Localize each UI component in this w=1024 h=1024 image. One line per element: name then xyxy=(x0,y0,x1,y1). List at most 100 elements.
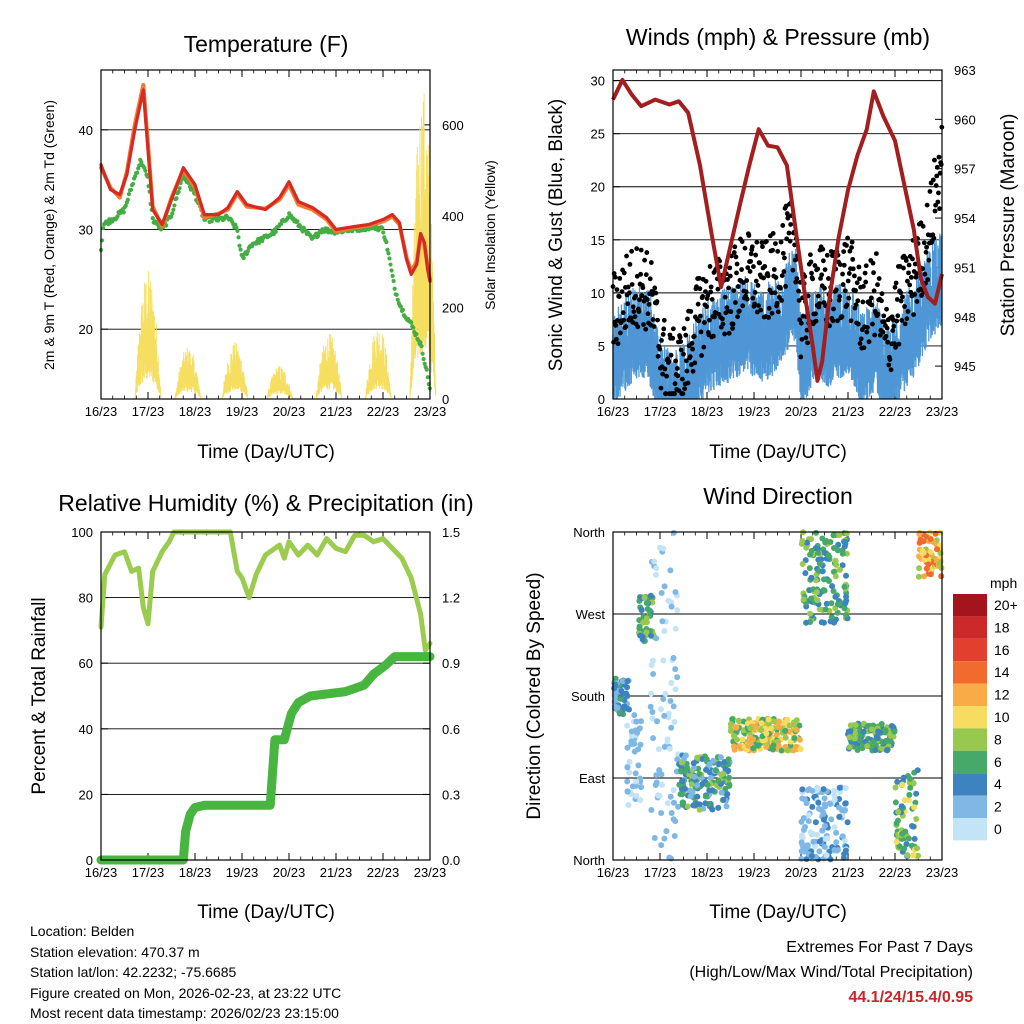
gust-point xyxy=(735,314,741,320)
gust-point xyxy=(877,332,883,338)
gust-point xyxy=(707,317,712,323)
direction-point xyxy=(656,792,663,799)
gust-point xyxy=(798,320,804,326)
rh-precip-ylabel: Percent & Total Rainfall xyxy=(29,597,50,794)
gust-point xyxy=(782,255,787,261)
x-tick-label: 18/23 xyxy=(179,404,212,419)
gust-point xyxy=(621,317,627,323)
gust-point xyxy=(885,339,891,345)
gust-point xyxy=(906,270,911,276)
direction-point xyxy=(832,557,839,564)
gust-point xyxy=(853,302,859,308)
x-tick-label: 21/23 xyxy=(832,865,865,880)
gust-point xyxy=(796,288,801,294)
x-tick-label: 23/23 xyxy=(414,865,447,880)
x-tick-label: 17/23 xyxy=(644,865,677,880)
direction-point xyxy=(802,824,809,831)
solar-spike xyxy=(315,333,343,400)
dewpoint-point xyxy=(121,210,126,215)
direction-point xyxy=(933,546,940,553)
gust-point xyxy=(701,320,707,325)
gust-point xyxy=(682,386,688,392)
direction-point xyxy=(807,829,814,836)
gust-point xyxy=(744,278,750,283)
direction-point xyxy=(694,793,701,800)
dewpoint-point xyxy=(387,256,392,261)
gust-point xyxy=(798,354,804,360)
direction-point xyxy=(670,816,677,823)
direction-point xyxy=(727,727,734,734)
direction-point xyxy=(725,767,732,774)
extremes-subtitle: (High/Low/Max Wind/Total Precipitation) xyxy=(689,964,973,981)
gust-point xyxy=(710,333,716,339)
y2-tick-label: 200 xyxy=(442,301,464,316)
y2-tick-label: 400 xyxy=(442,209,464,224)
wind-direction-panel: Wind Direction 16/23 17/23 18/23 19/23 20/23… xyxy=(524,483,1018,923)
direction-point xyxy=(730,743,737,750)
temperature-title: Temperature (F) xyxy=(184,31,349,57)
gust-point xyxy=(683,332,689,338)
legend-swatch xyxy=(953,594,987,617)
gust-point xyxy=(645,297,650,302)
created-text: Figure created on Mon, 2026-02-23, at 23… xyxy=(30,984,342,1001)
direction-point xyxy=(736,743,743,750)
direction-point xyxy=(843,572,850,579)
y-tick-label: East xyxy=(579,771,605,786)
direction-point xyxy=(633,782,640,789)
direction-point xyxy=(834,601,841,608)
gust-point xyxy=(908,289,914,295)
x-tick-label: 19/23 xyxy=(226,865,259,880)
gust-point xyxy=(938,162,944,167)
x-tick-label: 22/23 xyxy=(367,865,400,880)
x-tick-label: 23/23 xyxy=(926,404,959,419)
direction-point xyxy=(644,600,651,607)
direction-point xyxy=(816,848,823,855)
gust-point xyxy=(727,273,733,279)
gust-point xyxy=(898,298,904,304)
gust-point xyxy=(647,276,653,282)
gust-point xyxy=(683,358,689,364)
direction-point xyxy=(911,835,918,842)
gust-point xyxy=(673,358,679,364)
direction-point xyxy=(808,574,815,581)
wind-direction-title: Wind Direction xyxy=(703,483,853,509)
direction-point xyxy=(624,744,631,751)
direction-point xyxy=(668,810,675,817)
direction-point xyxy=(825,578,832,585)
direction-point xyxy=(666,854,673,861)
gust-point xyxy=(879,291,885,297)
direction-point xyxy=(633,778,640,785)
gust-point xyxy=(697,286,703,292)
location-text: Location: Belden xyxy=(30,923,135,939)
direction-point xyxy=(618,687,625,694)
gust-point xyxy=(845,235,851,241)
direction-point xyxy=(916,529,923,536)
gust-point xyxy=(892,341,897,347)
gust-point xyxy=(895,313,901,319)
gust-point xyxy=(879,298,884,304)
x-tick-label: 23/23 xyxy=(926,865,959,880)
gust-point xyxy=(893,280,899,286)
direction-point xyxy=(634,729,641,736)
direction-point xyxy=(670,703,677,710)
direction-point xyxy=(661,628,668,635)
gust-point xyxy=(937,170,943,176)
direction-point xyxy=(841,583,848,590)
direction-point xyxy=(921,573,928,580)
direction-point xyxy=(808,595,815,602)
direction-point xyxy=(808,547,815,554)
direction-point xyxy=(678,767,685,774)
gust-point xyxy=(869,302,875,308)
direction-point xyxy=(898,803,905,810)
dewpoint-point xyxy=(424,367,429,372)
gust-point xyxy=(679,376,685,382)
gust-point xyxy=(875,282,880,288)
gust-point xyxy=(680,391,686,397)
x-tick-label: 17/23 xyxy=(644,404,677,419)
x-tick-label: 18/23 xyxy=(691,865,724,880)
direction-point xyxy=(661,835,668,842)
direction-point xyxy=(828,816,835,823)
gust-point xyxy=(803,335,809,341)
gust-point xyxy=(884,325,890,331)
direction-point xyxy=(633,718,640,725)
